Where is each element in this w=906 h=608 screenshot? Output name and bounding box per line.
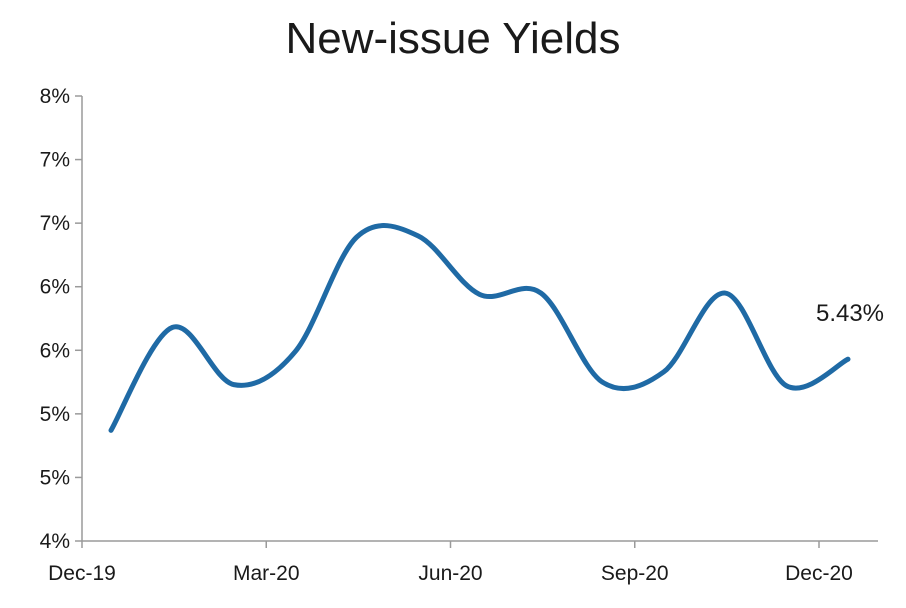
data-point — [354, 235, 359, 240]
x-tick-label: Jun-20 — [418, 562, 482, 585]
data-point — [293, 349, 298, 354]
end-value-label: 5.43% — [816, 300, 884, 327]
data-point — [784, 383, 789, 388]
x-tick-label: Dec-19 — [48, 562, 116, 585]
y-tick-label: 5% — [40, 466, 70, 489]
data-point — [231, 382, 236, 387]
data-point — [416, 233, 421, 238]
x-tick-label: Sep-20 — [601, 562, 669, 585]
y-tick-label: 7% — [40, 149, 70, 172]
data-point — [109, 428, 114, 433]
y-tick-label: 6% — [40, 276, 70, 299]
chart-title: New-issue Yields — [285, 14, 621, 63]
data-point — [661, 369, 666, 374]
x-tick-label: Dec-20 — [785, 562, 853, 585]
series-line — [108, 223, 851, 433]
axes — [81, 96, 878, 542]
series-layer — [108, 223, 851, 433]
x-tick-label: Mar-20 — [233, 562, 300, 585]
y-tick-label: 6% — [40, 339, 70, 362]
y-axis-ticks: 4% 5% 5% 6% 6% 7% 7% 8% — [40, 85, 82, 553]
data-point — [600, 380, 605, 385]
data-point — [723, 291, 728, 296]
data-point — [477, 292, 482, 297]
y-tick-label: 5% — [40, 403, 70, 426]
data-point — [846, 357, 851, 362]
y-tick-label: 4% — [40, 530, 70, 553]
y-tick-label: 7% — [40, 212, 70, 235]
data-point — [538, 291, 543, 296]
x-axis-ticks: Dec-19 Mar-20 Jun-20 Sep-20 Dec-20 — [48, 541, 853, 585]
y-tick-label: 8% — [40, 85, 70, 108]
data-point — [170, 325, 175, 330]
